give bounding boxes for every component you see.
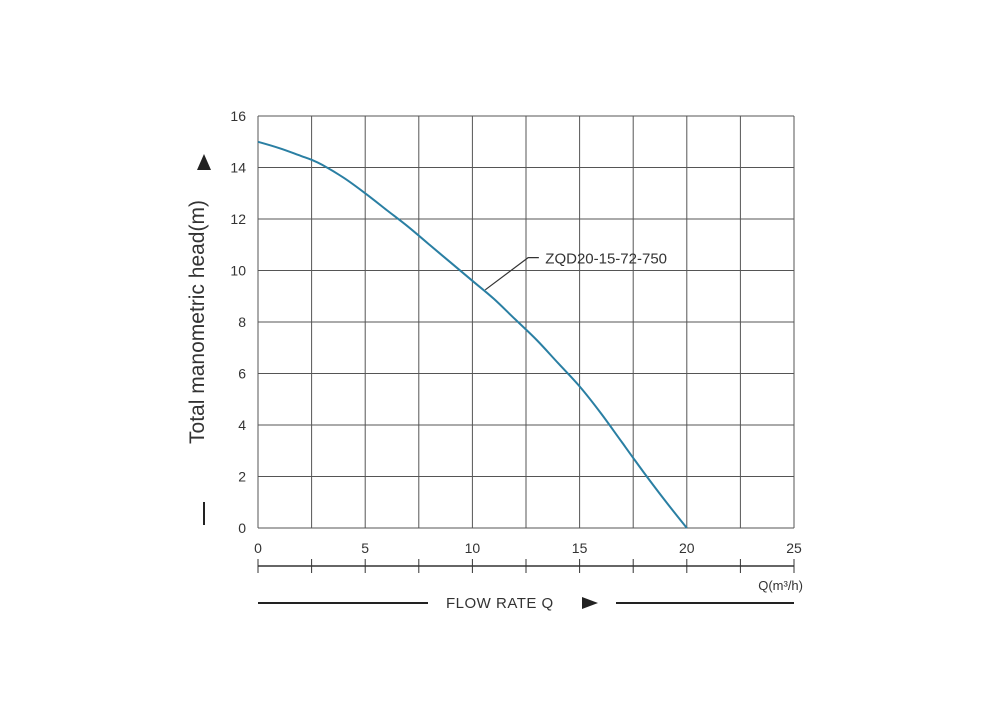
y-axis-arrow-icon [197,154,211,170]
series-line [257,140,688,529]
series-label: ZQD20-15-72-750 [545,251,667,268]
y-axis-label: Total manometric head(m) [186,200,209,444]
y-tick-label: 10 [230,263,246,279]
tick-labels: 0 2 4 6 8 10 12 14 16 0 5 10 15 20 25 [230,108,802,556]
y-tick-label: 4 [238,417,246,433]
y-tick-label: 8 [238,314,246,330]
x-axis-arrow-icon [582,597,598,609]
y-tick-label: 12 [230,211,246,227]
x-tick-label: 25 [786,540,802,556]
y-tick-label: 0 [238,520,246,536]
x-tick-label: 0 [254,540,262,556]
grid [257,115,795,529]
x-tick-label: 10 [465,540,481,556]
x-axis-ruler-ticks [257,559,795,573]
y-tick-label: 16 [230,108,246,124]
y-tick-label: 14 [230,160,246,176]
x-tick-label: 5 [361,540,369,556]
series-layer: ZQD20-15-72-750 [257,140,688,529]
x-tick-label: 15 [572,540,588,556]
x-axis-label: FLOW RATE Q [446,595,554,612]
x-axis-unit-label: Q(m³/h) [758,578,803,593]
y-tick-label: 6 [238,366,246,382]
series-leader-line [484,257,539,291]
y-tick-label: 2 [238,469,246,485]
x-tick-label: 20 [679,540,695,556]
